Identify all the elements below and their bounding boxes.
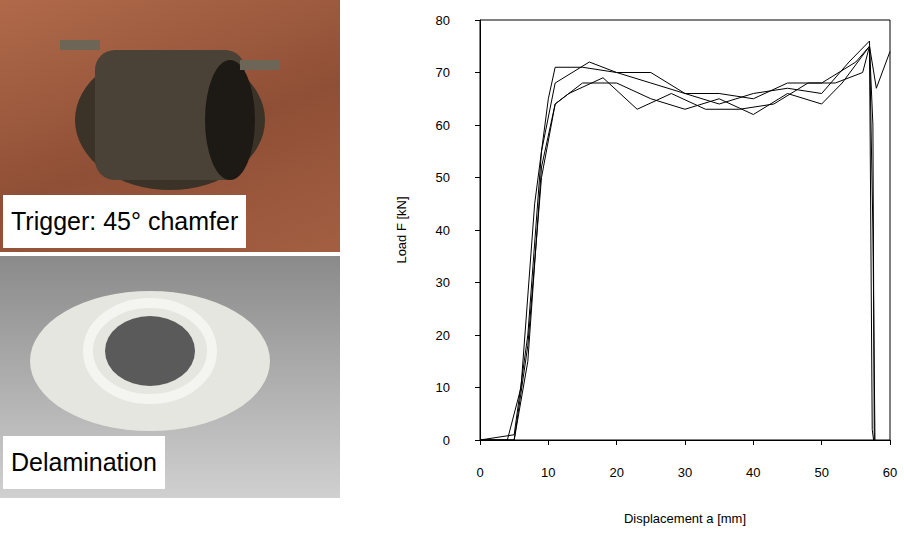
svg-text:20: 20 — [436, 328, 450, 343]
html-text:Trigger: 45° chamfer: Trigger: 45° chamfer — [11, 207, 239, 235]
svg-text:80: 80 — [436, 13, 450, 28]
svg-text:50: 50 — [436, 170, 450, 185]
svg-text:60: 60 — [436, 118, 450, 133]
svg-text:10: 10 — [436, 380, 450, 395]
svg-text:50: 50 — [814, 465, 828, 480]
svg-text:40: 40 — [436, 223, 450, 238]
svg-text:10: 10 — [541, 465, 555, 480]
svg-text:Displacement a [mm]: Displacement a [mm] — [624, 511, 746, 526]
svg-text:70: 70 — [436, 65, 450, 80]
svg-text:20: 20 — [609, 465, 623, 480]
svg-text:30: 30 — [678, 465, 692, 480]
html-text:Delamination: Delamination — [11, 448, 157, 476]
svg-text:40: 40 — [746, 465, 760, 480]
svg-text:0: 0 — [476, 465, 483, 480]
svg-text:30: 30 — [436, 275, 450, 290]
svg-text:60: 60 — [883, 465, 897, 480]
svg-text:0: 0 — [443, 433, 450, 448]
svg-text:Load F [kN]: Load F [kN] — [394, 196, 409, 263]
